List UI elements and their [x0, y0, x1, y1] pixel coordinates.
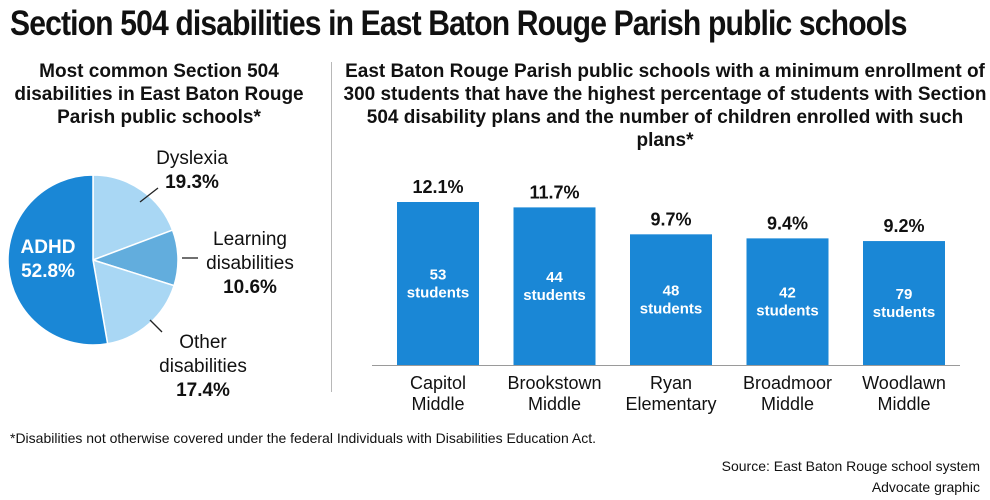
- pie-chart: Dyslexia 19.3% Learning disabilities 10.6% Ot…: [7, 148, 294, 401]
- bar-students-unit: students: [640, 301, 703, 318]
- x-tick-label: Middle: [761, 394, 814, 414]
- bar-value-label: 11.7%: [529, 182, 579, 202]
- pie-label-learning-disabilities: disabilities: [206, 253, 294, 274]
- x-tick-label: Broadmoor: [743, 373, 832, 393]
- pie-label-adhd: ADHD: [21, 237, 76, 258]
- pie-value-learning-disabilities: 10.6%: [223, 277, 277, 298]
- bar-3: [630, 234, 712, 365]
- x-tick-label: Middle: [877, 394, 930, 414]
- x-tick-label: Brookstown: [507, 373, 601, 393]
- pie-value-other-disabilities: 17.4%: [176, 380, 230, 401]
- pie-label-dyslexia: Dyslexia: [156, 148, 228, 169]
- bar-students-count: 44: [546, 269, 563, 286]
- x-tick-label: Capitol: [410, 373, 466, 393]
- credit-note: Advocate graphic: [871, 479, 980, 495]
- bar-students-unit: students: [523, 287, 586, 304]
- bar-1: [397, 202, 479, 365]
- pie-slice-other-disabilities: [92, 258, 175, 345]
- bar-4: [746, 238, 829, 365]
- pie-label-other-disabilities: disabilities: [159, 356, 247, 377]
- bar-value-label: 9.4%: [767, 213, 808, 233]
- x-tick-label: Middle: [411, 394, 464, 414]
- x-tick-label: Middle: [528, 394, 581, 414]
- bar-chart-title: East Baton Rouge Parish public schools w…: [343, 61, 987, 151]
- pie-label-other-disabilities: Other: [179, 332, 227, 353]
- pie-label-learning-disabilities: Learning: [213, 229, 287, 250]
- leader-line-other-disabilities: [149, 319, 163, 333]
- bar-students-unit: students: [873, 304, 936, 321]
- pie-value-dyslexia: 19.3%: [165, 172, 219, 193]
- bar-2: [513, 207, 596, 365]
- bar-students-count: 42: [779, 285, 796, 302]
- bar-students-unit: students: [407, 285, 470, 302]
- panel-divider: [331, 62, 332, 392]
- pie-chart-title: Most common Section 504 disabilities in …: [14, 61, 304, 128]
- bar-value-label: 9.2%: [883, 216, 924, 236]
- footnote: *Disabilities not otherwise covered unde…: [10, 430, 596, 446]
- pie-value-adhd: 52.8%: [21, 261, 75, 282]
- x-tick-label: Ryan: [650, 373, 692, 393]
- pie-slice-adhd: [7, 174, 109, 346]
- pie-slice-dyslexia: [92, 174, 174, 262]
- chart-title: Section 504 disabilities in East Baton R…: [10, 4, 908, 43]
- x-tick-label: Elementary: [625, 394, 716, 414]
- bar-value-label: 12.1%: [412, 177, 463, 197]
- bar-students-count: 79: [896, 286, 913, 303]
- bar-chart: 12.1%53studentsCapitolMiddle11.7%44stude…: [372, 177, 960, 414]
- bar-value-label: 9.7%: [650, 209, 691, 229]
- bar-5: [863, 241, 945, 365]
- source-note: Source: East Baton Rouge school system: [721, 458, 980, 474]
- bar-students-count: 53: [430, 267, 447, 284]
- leader-line-dyslexia: [139, 187, 159, 203]
- x-tick-label: Woodlawn: [862, 373, 946, 393]
- bar-students-count: 48: [663, 283, 680, 300]
- bar-students-unit: students: [756, 303, 819, 320]
